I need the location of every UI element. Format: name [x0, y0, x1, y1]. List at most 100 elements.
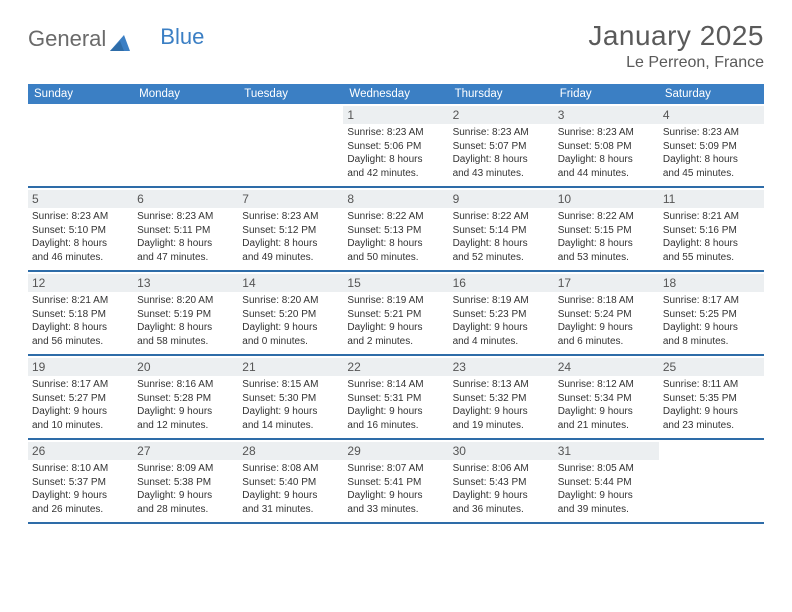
day-header: Monday [133, 84, 238, 104]
daylight-text-2: and 43 minutes. [453, 167, 550, 181]
daylight-text-1: Daylight: 8 hours [347, 153, 444, 167]
logo: General Blue [28, 20, 204, 52]
calendar-cell: 24Sunrise: 8:12 AMSunset: 5:34 PMDayligh… [554, 356, 659, 438]
daylight-text-2: and 55 minutes. [663, 251, 760, 265]
daylight-text-2: and 2 minutes. [347, 335, 444, 349]
sunset-text: Sunset: 5:13 PM [347, 224, 444, 238]
daylight-text-2: and 31 minutes. [242, 503, 339, 517]
day-number: 4 [659, 106, 764, 124]
day-details: Sunrise: 8:15 AMSunset: 5:30 PMDaylight:… [242, 378, 339, 432]
daylight-text-1: Daylight: 9 hours [242, 489, 339, 503]
calendar-cell: 20Sunrise: 8:16 AMSunset: 5:28 PMDayligh… [133, 356, 238, 438]
day-number: 18 [659, 274, 764, 292]
sunset-text: Sunset: 5:11 PM [137, 224, 234, 238]
header: General Blue January 2025 Le Perreon, Fr… [28, 20, 764, 72]
day-details: Sunrise: 8:23 AMSunset: 5:11 PMDaylight:… [137, 210, 234, 264]
sunset-text: Sunset: 5:06 PM [347, 140, 444, 154]
calendar-cell: 4Sunrise: 8:23 AMSunset: 5:09 PMDaylight… [659, 104, 764, 186]
daylight-text-2: and 28 minutes. [137, 503, 234, 517]
day-details: Sunrise: 8:14 AMSunset: 5:31 PMDaylight:… [347, 378, 444, 432]
daylight-text-2: and 52 minutes. [453, 251, 550, 265]
day-details: Sunrise: 8:21 AMSunset: 5:18 PMDaylight:… [32, 294, 129, 348]
day-details: Sunrise: 8:19 AMSunset: 5:23 PMDaylight:… [453, 294, 550, 348]
day-details: Sunrise: 8:19 AMSunset: 5:21 PMDaylight:… [347, 294, 444, 348]
day-number: 24 [554, 358, 659, 376]
month-title: January 2025 [588, 20, 764, 52]
sunrise-text: Sunrise: 8:07 AM [347, 462, 444, 476]
day-details: Sunrise: 8:22 AMSunset: 5:13 PMDaylight:… [347, 210, 444, 264]
daylight-text-1: Daylight: 9 hours [137, 405, 234, 419]
calendar-cell: 17Sunrise: 8:18 AMSunset: 5:24 PMDayligh… [554, 272, 659, 354]
week-separator [28, 522, 764, 524]
calendar-cell: 15Sunrise: 8:19 AMSunset: 5:21 PMDayligh… [343, 272, 448, 354]
calendar-cell: 25Sunrise: 8:11 AMSunset: 5:35 PMDayligh… [659, 356, 764, 438]
sunrise-text: Sunrise: 8:23 AM [137, 210, 234, 224]
daylight-text-2: and 33 minutes. [347, 503, 444, 517]
calendar-cell: 12 Sunrise: 8:21 AMSunset: 5:18 PMDayligh… [28, 272, 133, 354]
day-details: Sunrise: 8:23 AMSunset: 5:07 PMDaylight:… [453, 126, 550, 180]
day-number: 9 [449, 190, 554, 208]
calendar-cell: 14Sunrise: 8:20 AMSunset: 5:20 PMDayligh… [238, 272, 343, 354]
daylight-text-2: and 47 minutes. [137, 251, 234, 265]
daylight-text-2: and 46 minutes. [32, 251, 129, 265]
sunset-text: Sunset: 5:16 PM [663, 224, 760, 238]
calendar-cell: 29Sunrise: 8:07 AMSunset: 5:41 PMDayligh… [343, 440, 448, 522]
day-number: 10 [554, 190, 659, 208]
location: Le Perreon, France [588, 54, 764, 72]
logo-text-blue: Blue [160, 24, 204, 50]
sunset-text: Sunset: 5:32 PM [453, 392, 550, 406]
daylight-text-1: Daylight: 9 hours [347, 489, 444, 503]
sunset-text: Sunset: 5:14 PM [453, 224, 550, 238]
sunrise-text: Sunrise: 8:23 AM [32, 210, 129, 224]
daylight-text-1: Daylight: 9 hours [558, 405, 655, 419]
sunset-text: Sunset: 5:15 PM [558, 224, 655, 238]
calendar-cell: 7Sunrise: 8:23 AMSunset: 5:12 PMDaylight… [238, 188, 343, 270]
day-header: Wednesday [343, 84, 448, 104]
day-header: Sunday [28, 84, 133, 104]
daylight-text-1: Daylight: 8 hours [558, 237, 655, 251]
sunset-text: Sunset: 5:38 PM [137, 476, 234, 490]
sunset-text: Sunset: 5:23 PM [453, 308, 550, 322]
sunset-text: Sunset: 5:43 PM [453, 476, 550, 490]
daylight-text-2: and 53 minutes. [558, 251, 655, 265]
daylight-text-2: and 26 minutes. [32, 503, 129, 517]
sunrise-text: Sunrise: 8:16 AM [137, 378, 234, 392]
day-number: 26 [28, 442, 133, 460]
day-number: 3 [554, 106, 659, 124]
daylight-text-1: Daylight: 9 hours [347, 405, 444, 419]
day-details: Sunrise: 8:22 AMSunset: 5:15 PMDaylight:… [558, 210, 655, 264]
sunrise-text: Sunrise: 8:06 AM [453, 462, 550, 476]
daylight-text-2: and 49 minutes. [242, 251, 339, 265]
day-number: 8 [343, 190, 448, 208]
day-details: Sunrise: 8:05 AMSunset: 5:44 PMDaylight:… [558, 462, 655, 516]
day-number: 12 [28, 274, 133, 292]
sunrise-text: Sunrise: 8:23 AM [453, 126, 550, 140]
calendar-cell: 26 Sunrise: 8:10 AMSunset: 5:37 PMDayligh… [28, 440, 133, 522]
sunset-text: Sunset: 5:24 PM [558, 308, 655, 322]
day-header: Saturday [659, 84, 764, 104]
sunrise-text: Sunrise: 8:12 AM [558, 378, 655, 392]
sunset-text: Sunset: 5:28 PM [137, 392, 234, 406]
sunset-text: Sunset: 5:20 PM [242, 308, 339, 322]
sunset-text: Sunset: 5:09 PM [663, 140, 760, 154]
calendar-cell: 28Sunrise: 8:08 AMSunset: 5:40 PMDayligh… [238, 440, 343, 522]
daylight-text-2: and 0 minutes. [242, 335, 339, 349]
daylight-text-1: Daylight: 9 hours [453, 405, 550, 419]
calendar-cell: . [133, 104, 238, 186]
daylight-text-1: Daylight: 9 hours [558, 321, 655, 335]
daylight-text-1: Daylight: 8 hours [663, 237, 760, 251]
sunrise-text: Sunrise: 8:20 AM [137, 294, 234, 308]
daylight-text-1: Daylight: 9 hours [453, 321, 550, 335]
daylight-text-2: and 6 minutes. [558, 335, 655, 349]
calendar-cell: 18Sunrise: 8:17 AMSunset: 5:25 PMDayligh… [659, 272, 764, 354]
calendar-cell: . [28, 104, 133, 186]
day-details: Sunrise: 8:10 AMSunset: 5:37 PMDaylight:… [32, 462, 129, 516]
calendar-cell: 8 Sunrise: 8:22 AMSunset: 5:13 PMDaylight… [343, 188, 448, 270]
day-number: 1 [343, 106, 448, 124]
day-details: Sunrise: 8:17 AMSunset: 5:27 PMDaylight:… [32, 378, 129, 432]
sunrise-text: Sunrise: 8:23 AM [242, 210, 339, 224]
daylight-text-1: Daylight: 8 hours [137, 237, 234, 251]
calendar-cell: . [238, 104, 343, 186]
daylight-text-1: Daylight: 9 hours [347, 321, 444, 335]
sunset-text: Sunset: 5:27 PM [32, 392, 129, 406]
